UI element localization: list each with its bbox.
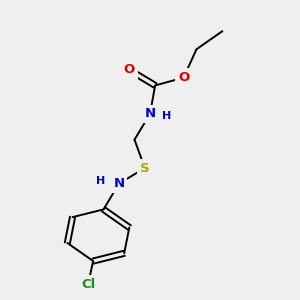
Text: N: N: [144, 107, 156, 120]
Text: N: N: [113, 177, 124, 190]
Text: O: O: [178, 71, 189, 84]
Text: H: H: [96, 176, 106, 186]
Text: Cl: Cl: [81, 278, 95, 291]
Text: S: S: [140, 162, 150, 175]
Text: O: O: [124, 63, 135, 76]
Text: H: H: [162, 111, 171, 122]
